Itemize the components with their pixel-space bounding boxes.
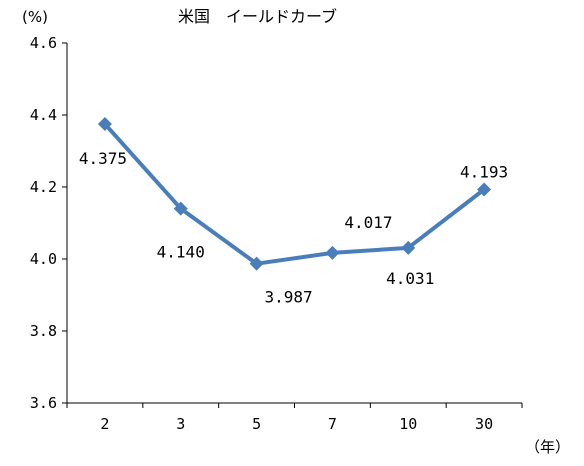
x-tick-label: 10 [399, 415, 417, 433]
y-tick-label: 4.2 [30, 178, 57, 196]
y-axis-unit-label: (%) [22, 8, 48, 26]
y-tick-label: 3.6 [30, 394, 57, 412]
data-label: 3.987 [264, 288, 312, 307]
y-tick-label: 4.0 [30, 250, 57, 268]
axes [66, 43, 522, 404]
x-axis-unit-label: （年） [525, 438, 570, 456]
x-tick-label: 3 [176, 415, 185, 433]
data-point-marker [477, 182, 492, 197]
data-label: 4.031 [386, 269, 434, 288]
data-labels: 4.375 4.140 3.987 4.017 4.031 4.193 [79, 149, 508, 307]
data-point-marker [249, 256, 264, 271]
data-point-marker [97, 117, 112, 131]
y-tick-label: 3.8 [30, 322, 57, 340]
data-point-marker [401, 240, 416, 255]
x-axis-ticks: 2 3 5 7 10 30 [66, 403, 523, 433]
x-tick-label: 5 [252, 415, 261, 433]
x-tick-label: 7 [328, 415, 337, 433]
data-point-marker [325, 245, 340, 260]
y-axis-ticks: 4.6 4.4 4.2 4.0 3.8 3.6 [30, 34, 67, 412]
y-tick-label: 4.4 [30, 106, 57, 124]
x-tick-label: 2 [100, 415, 109, 433]
data-label: 4.140 [157, 243, 205, 262]
x-tick-label: 30 [475, 415, 493, 433]
data-label: 4.375 [79, 149, 127, 168]
data-label: 4.017 [344, 213, 392, 232]
data-point-marker [173, 201, 188, 216]
series-line [103, 122, 486, 266]
series-yield-curve [97, 117, 492, 271]
chart-title: 米国 イールドカーブ [178, 7, 337, 26]
data-label: 4.193 [460, 163, 508, 182]
y-tick-label: 4.6 [30, 34, 57, 52]
